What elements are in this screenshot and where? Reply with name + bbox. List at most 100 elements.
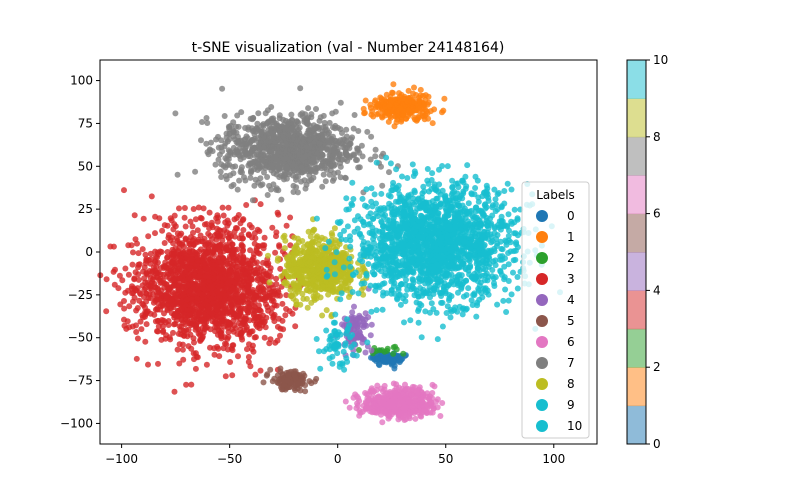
- point: [239, 243, 246, 250]
- point: [352, 317, 359, 324]
- point: [263, 293, 270, 300]
- point: [163, 264, 170, 271]
- point: [171, 221, 178, 228]
- point: [429, 409, 436, 416]
- point: [159, 227, 166, 234]
- point: [281, 245, 288, 252]
- point: [180, 356, 187, 363]
- point: [341, 137, 348, 143]
- point: [111, 281, 118, 288]
- point: [369, 108, 376, 115]
- point: [240, 256, 247, 263]
- point: [404, 98, 411, 105]
- point: [368, 133, 375, 140]
- point: [158, 249, 165, 255]
- point: [216, 323, 223, 330]
- point: [423, 408, 429, 415]
- point: [129, 261, 136, 268]
- point: [291, 371, 298, 378]
- point: [228, 278, 235, 285]
- point: [257, 201, 264, 208]
- point: [303, 143, 310, 150]
- point: [261, 234, 268, 241]
- point: [261, 242, 268, 249]
- point: [130, 298, 136, 305]
- point: [225, 334, 232, 340]
- scatter-points: [97, 81, 563, 426]
- point: [247, 247, 254, 254]
- point: [323, 307, 330, 314]
- point: [226, 230, 233, 237]
- point: [182, 235, 189, 242]
- point: [278, 196, 285, 203]
- point: [291, 260, 297, 267]
- point: [208, 219, 215, 226]
- point: [337, 174, 344, 181]
- point: [122, 265, 129, 272]
- point: [329, 110, 336, 117]
- point: [229, 372, 236, 379]
- point: [211, 274, 218, 281]
- point: [170, 282, 177, 289]
- point: [144, 308, 151, 315]
- point: [377, 400, 384, 407]
- point: [195, 236, 202, 243]
- point: [227, 152, 234, 158]
- point: [235, 123, 242, 130]
- point: [254, 259, 260, 266]
- point: [388, 98, 395, 105]
- point: [230, 342, 237, 349]
- point: [187, 218, 194, 225]
- point: [176, 275, 183, 282]
- point: [323, 266, 330, 273]
- point: [219, 204, 226, 211]
- point: [232, 163, 239, 170]
- point: [391, 362, 398, 369]
- point: [235, 138, 242, 144]
- point: [288, 111, 295, 118]
- point: [240, 290, 247, 297]
- point: [465, 285, 472, 292]
- point: [508, 186, 515, 193]
- point: [130, 249, 136, 256]
- point: [257, 182, 264, 189]
- point: [254, 120, 261, 127]
- point: [253, 245, 260, 252]
- point: [247, 174, 254, 181]
- point: [164, 305, 171, 312]
- point: [199, 119, 205, 125]
- point: [319, 135, 326, 142]
- point: [266, 164, 273, 171]
- point: [193, 324, 200, 331]
- point: [214, 343, 221, 350]
- point: [125, 271, 132, 278]
- point: [411, 84, 417, 91]
- point: [139, 246, 146, 253]
- point: [138, 326, 145, 333]
- point: [214, 303, 221, 309]
- chart-title: t-SNE visualization (val - Number 241481…: [192, 40, 505, 56]
- point: [337, 163, 344, 170]
- point: [189, 223, 196, 230]
- point: [270, 313, 277, 320]
- point: [141, 264, 148, 271]
- point: [311, 239, 318, 245]
- point: [185, 282, 192, 289]
- point: [379, 347, 385, 354]
- point: [131, 212, 138, 219]
- point: [279, 300, 286, 307]
- point: [293, 301, 300, 308]
- point: [295, 159, 302, 166]
- point: [207, 344, 213, 351]
- point: [393, 119, 400, 126]
- point: [193, 312, 200, 319]
- point: [235, 307, 242, 314]
- point: [209, 241, 216, 248]
- point: [154, 328, 160, 335]
- point: [224, 162, 231, 168]
- point: [211, 351, 218, 358]
- point: [266, 279, 273, 286]
- point: [326, 152, 333, 159]
- point: [148, 286, 155, 293]
- point: [420, 92, 427, 99]
